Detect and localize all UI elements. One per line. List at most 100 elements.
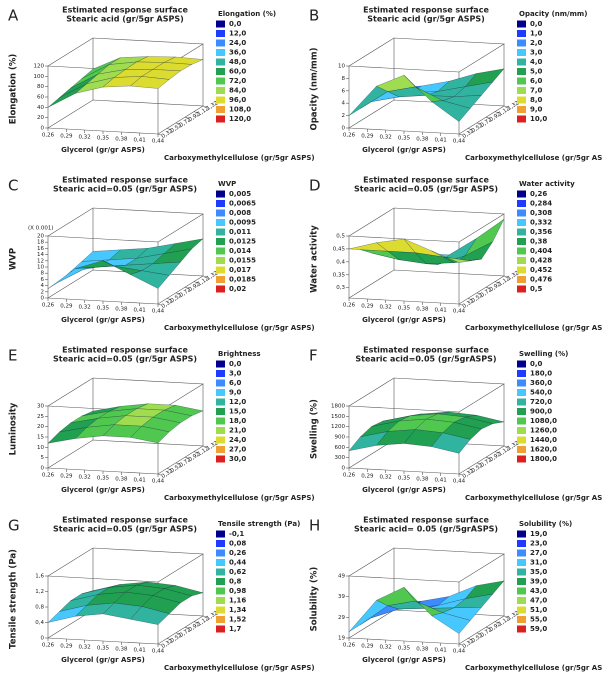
legend-label: 0,0 [229,360,242,368]
y-tick-label: 0,52 [170,293,184,305]
y-tick [494,451,499,453]
y-tick-label: 0,32 [462,298,476,310]
legend-swatch [216,427,225,434]
x-tick-label: 0,41 [435,648,447,654]
y-tick-label: 1,32 [507,440,521,452]
legend-swatch [216,568,225,576]
legend-swatch [517,549,526,557]
x-tick-label: 0,32 [79,475,91,481]
legend-label: 0,0065 [229,200,256,208]
legend-swatch [517,209,526,217]
x-tick-label: 0,44 [453,139,466,145]
y-tick [467,468,472,470]
legend-swatch [517,219,526,226]
y-axis-label: Carboxymethylcellulose (gr/5gr ASPS) [164,154,315,162]
legend-label: 0,452 [530,266,552,274]
surface-cell [130,76,170,89]
y-tick-label: 1,12 [197,446,211,458]
x-tick-label: 0,38 [416,307,429,313]
y-tick [166,638,171,640]
y-tick [494,621,499,623]
x-tick-label: 0,29 [361,134,374,140]
legend-swatch [517,379,526,387]
legend-swatch [517,276,526,283]
x-tick-label: 0,35 [97,646,110,652]
y-tick-label: 1,32 [507,610,521,622]
y-tick-label: 0,92 [188,452,202,464]
z-axis-label: Opacity (nm/mm) [310,47,320,130]
x-axis-label: Glycerol (gr/gr ASPS) [61,656,145,664]
y-tick [166,128,171,130]
legend-label: 0,44 [229,559,246,567]
legend-label: 0,428 [530,257,552,265]
legend-label: 27,0 [530,549,547,557]
legend-label: 0,0095 [229,219,256,227]
z-tick-label: 900 [335,435,346,441]
panel-letter: B [309,7,319,25]
legend-swatch [517,417,526,425]
legend-label: 0,332 [530,219,552,227]
z-tick-label: 1500 [331,414,345,420]
legend-swatch [216,398,225,406]
legend-label: 0,08 [229,540,246,548]
legend-swatch [517,257,526,264]
legend-swatch [517,540,526,547]
z-tick-label: 1200 [331,424,345,430]
z-tick-label: 2 [41,289,45,295]
y-axis-label: Carboxymethylcellulose (gr/5gr ASPS) [164,664,315,672]
z-tick-label: 0,35 [333,272,346,278]
z-tick-label: 600 [335,445,346,451]
x-tick-label: 0,26 [42,473,55,479]
y-tick [175,292,180,295]
legend-swatch [216,408,225,415]
legend-swatch [517,58,526,66]
legend-swatch [216,530,225,538]
legend-label: 0,011 [229,228,251,236]
x-tick-label: 0,44 [453,649,466,655]
legend-label: 23,0 [530,540,547,548]
legend-swatch [517,446,526,453]
legend-swatch [216,389,225,396]
legend-swatch [216,446,225,453]
legend-swatch [517,106,526,113]
y-tick [503,615,508,618]
x-tick-label: 0,26 [343,133,356,139]
panel-letter: H [309,517,320,535]
x-tick-label: 0,29 [60,304,73,310]
legend-swatch [216,77,225,85]
z-tick-label: 2 [342,113,346,119]
chart-subtitle: Stearic acid (gr/5gr ASPS) [66,15,184,24]
y-tick [193,111,198,113]
legend-label: 51,0 [530,606,547,614]
axis-box [348,37,505,73]
z-tick-label: 8 [342,76,346,82]
z-tick-label: 0 [41,636,45,642]
y-tick-label: 1,32 [206,610,220,622]
legend-swatch [216,578,225,585]
z-unit: (X 0.001) [28,226,54,232]
x-tick-label: 0,32 [79,645,91,651]
x-tick-label: 0,44 [453,479,466,485]
x-tick-label: 0,35 [97,136,110,142]
z-axis-label: Tensile strength (Pa) [9,549,19,649]
legend-label: 96,0 [229,96,246,104]
legend-swatch [216,209,225,217]
legend-label: 2,0 [530,39,543,47]
y-tick [184,116,189,119]
x-tick-label: 0,32 [380,305,392,311]
legend-label: 1260,0 [530,427,557,435]
surface-cell [47,267,87,289]
chart-title: Estimated response surface [363,516,489,525]
legend-label: 0,008 [229,209,251,217]
y-tick [175,462,180,465]
y-tick-label: 1,32 [206,270,220,282]
z-tick-label: 19 [338,636,345,642]
y-tick [193,451,198,453]
z-tick-label: 20 [37,234,44,240]
y-tick-label: 0,72 [179,287,193,299]
legend-swatch [216,58,225,66]
x-tick-label: 0,29 [361,474,374,480]
surface-cell [431,612,471,634]
legend-label: 43,0 [530,587,547,595]
y-tick-label: 1,32 [507,270,521,282]
